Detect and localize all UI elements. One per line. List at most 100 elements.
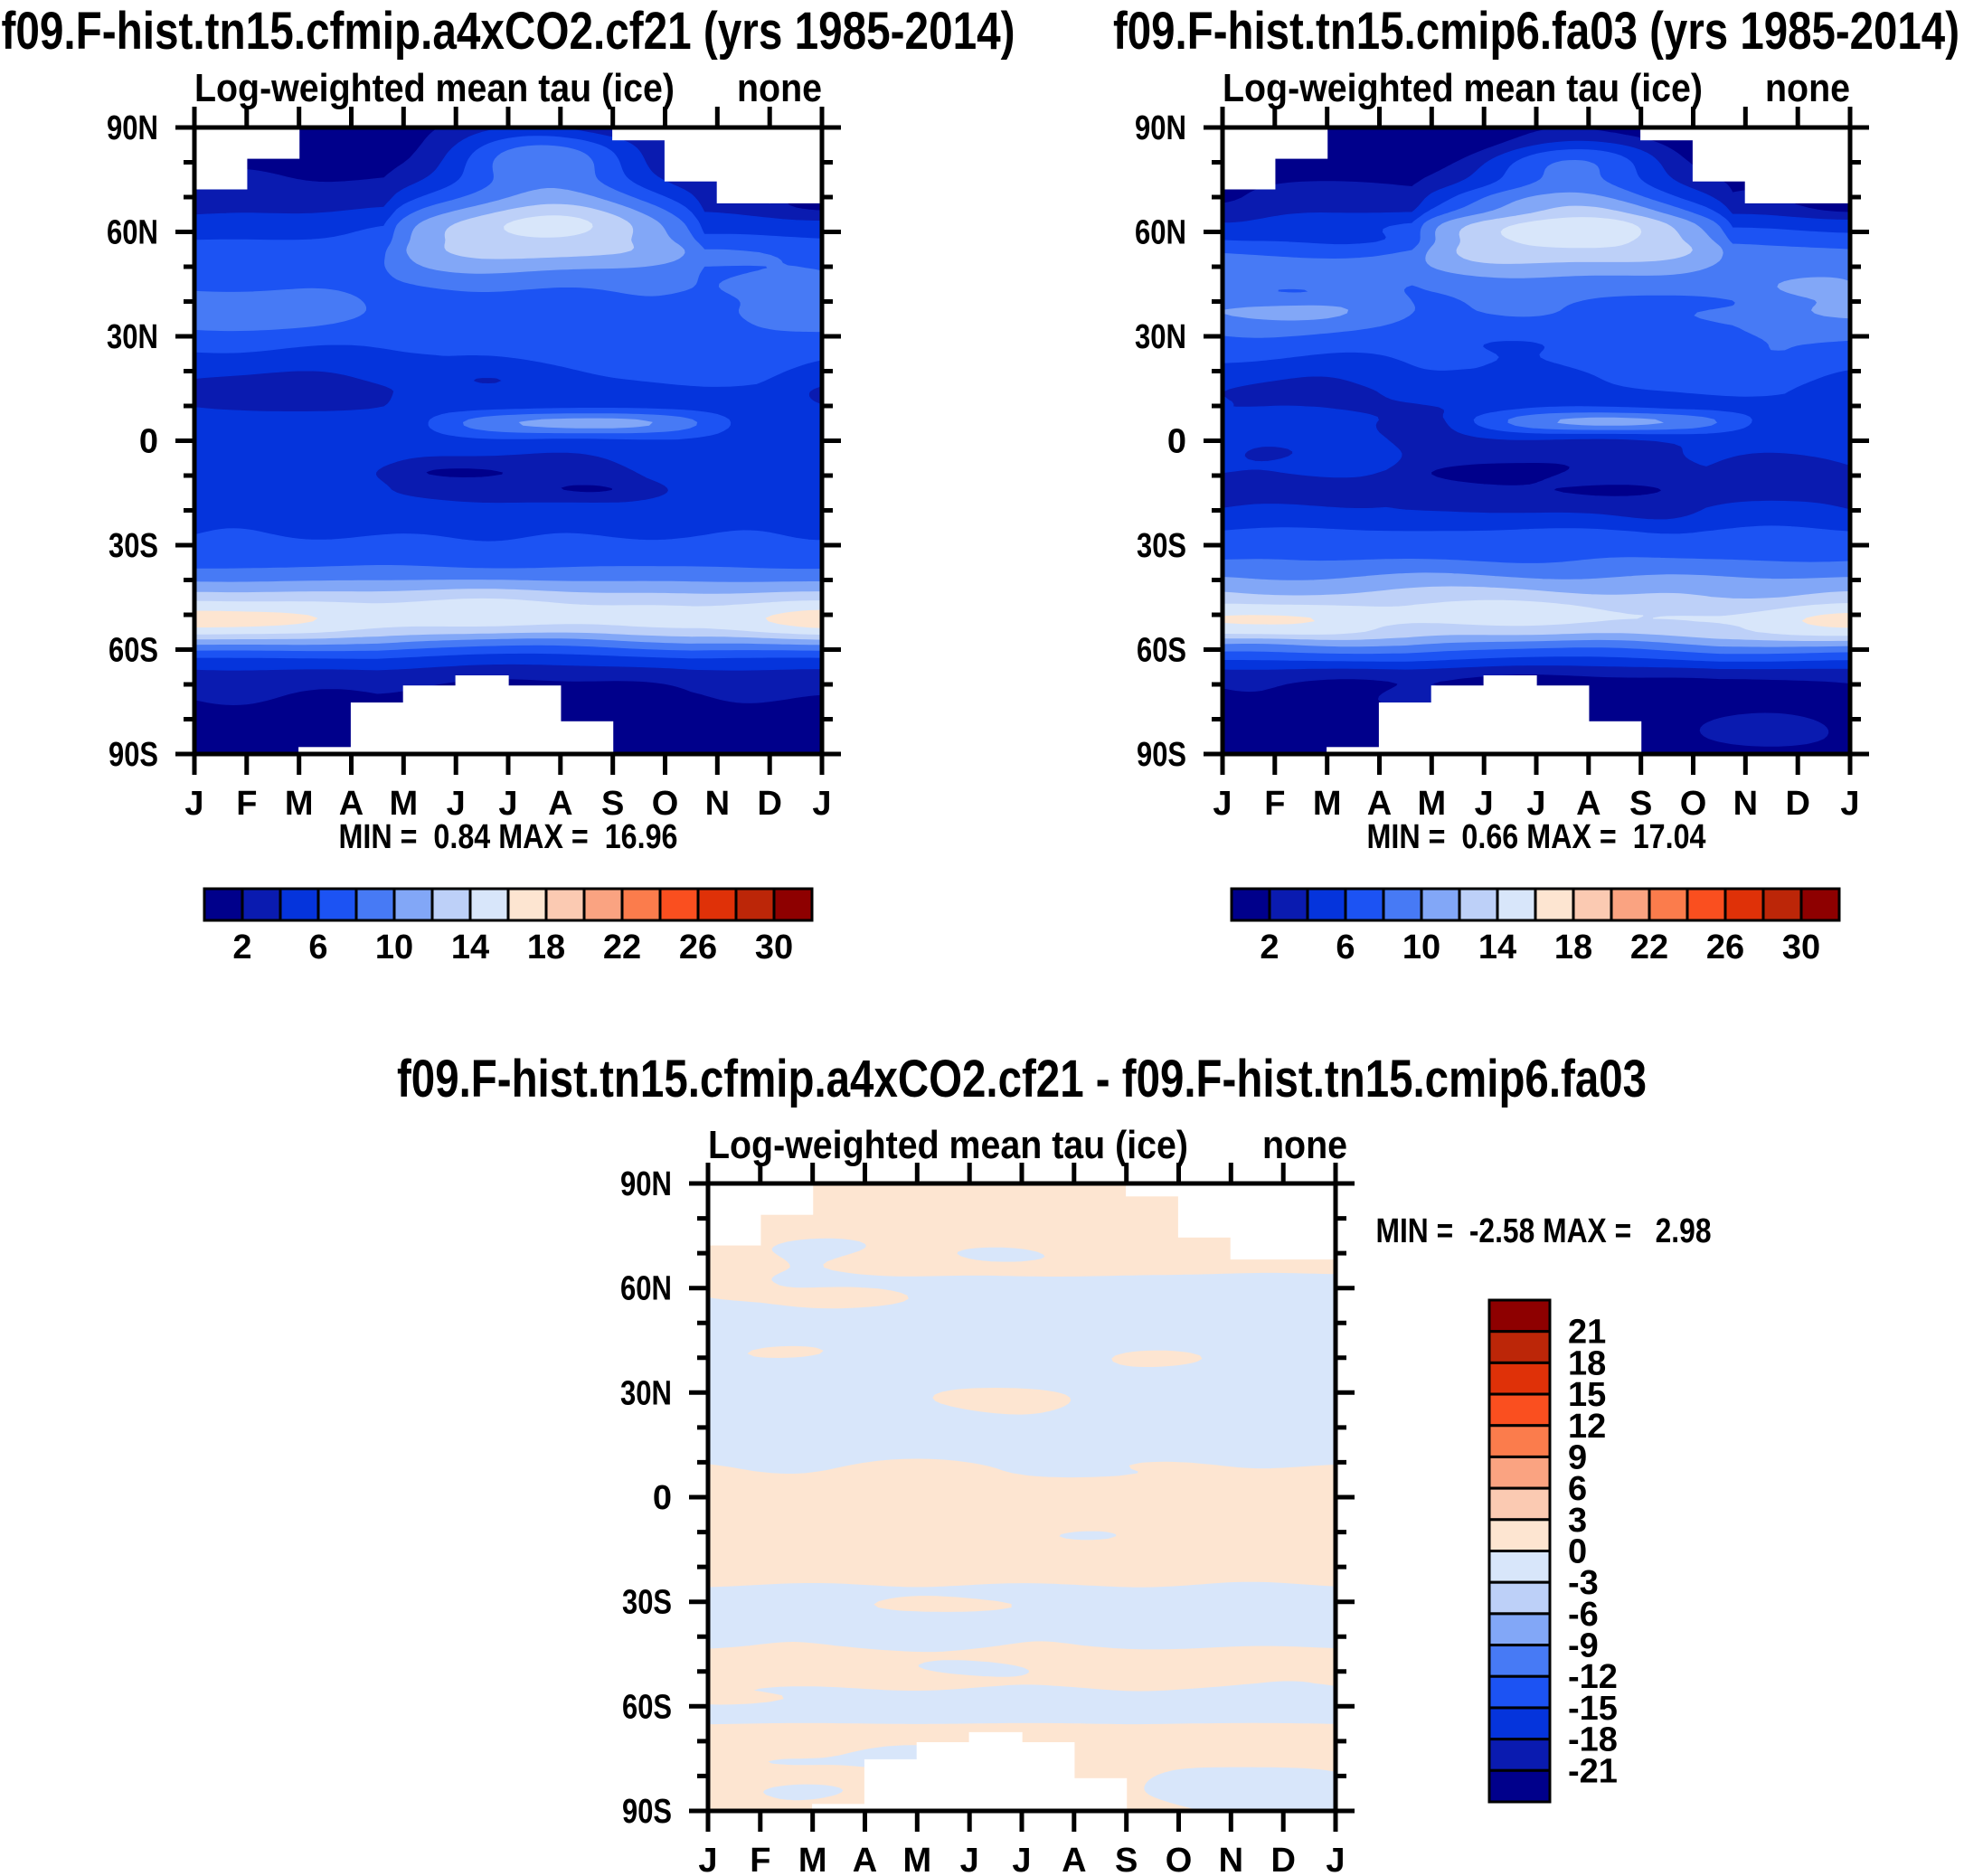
svg-text:-3: -3 bbox=[1568, 1564, 1599, 1602]
svg-text:30S: 30S bbox=[622, 1584, 672, 1622]
svg-text:6: 6 bbox=[1336, 929, 1355, 966]
svg-text:-9: -9 bbox=[1568, 1627, 1599, 1665]
svg-text:S: S bbox=[1629, 785, 1652, 823]
svg-text:18: 18 bbox=[1568, 1344, 1606, 1382]
svg-text:-12: -12 bbox=[1568, 1658, 1618, 1696]
svg-text:30N: 30N bbox=[620, 1374, 672, 1412]
svg-text:J: J bbox=[960, 1842, 979, 1876]
svg-text:A: A bbox=[1062, 1842, 1086, 1876]
svg-text:30S: 30S bbox=[1137, 527, 1186, 565]
svg-text:none: none bbox=[737, 66, 822, 110]
svg-text:D: D bbox=[1785, 785, 1809, 823]
svg-text:22: 22 bbox=[1630, 929, 1668, 966]
svg-text:N: N bbox=[1219, 1842, 1243, 1876]
svg-text:f09.F-hist.tn15.cfmip.a4xCO2.c: f09.F-hist.tn15.cfmip.a4xCO2.cf21 - f09.… bbox=[397, 1050, 1647, 1108]
svg-text:D: D bbox=[1270, 1842, 1295, 1876]
svg-text:S: S bbox=[1115, 1842, 1138, 1876]
svg-text:M: M bbox=[389, 785, 418, 823]
svg-text:M: M bbox=[1417, 785, 1446, 823]
svg-text:Log-weighted mean tau (ice): Log-weighted mean tau (ice) bbox=[1223, 66, 1703, 110]
svg-text:O: O bbox=[1680, 785, 1707, 823]
svg-text:60S: 60S bbox=[1137, 632, 1186, 670]
svg-text:60N: 60N bbox=[107, 214, 158, 252]
svg-text:none: none bbox=[1262, 1123, 1347, 1167]
svg-text:0: 0 bbox=[1167, 423, 1186, 461]
svg-text:M: M bbox=[798, 1842, 827, 1876]
svg-text:J: J bbox=[1012, 1842, 1031, 1876]
svg-text:N: N bbox=[1733, 785, 1758, 823]
svg-text:J: J bbox=[447, 785, 466, 823]
svg-text:F: F bbox=[1264, 785, 1285, 823]
svg-text:S: S bbox=[601, 785, 624, 823]
svg-text:26: 26 bbox=[1706, 929, 1744, 966]
svg-text:90S: 90S bbox=[1137, 736, 1186, 774]
svg-text:J: J bbox=[1840, 785, 1859, 823]
svg-text:30N: 30N bbox=[1135, 318, 1186, 356]
svg-text:J: J bbox=[498, 785, 517, 823]
svg-text:15: 15 bbox=[1568, 1376, 1606, 1414]
svg-text:30S: 30S bbox=[109, 527, 158, 565]
svg-text:60S: 60S bbox=[622, 1688, 672, 1726]
svg-text:MIN = -2.58 MAX = 2.98: MIN = -2.58 MAX = 2.98 bbox=[1376, 1212, 1712, 1250]
svg-text:-6: -6 bbox=[1568, 1596, 1599, 1634]
svg-text:A: A bbox=[1367, 785, 1392, 823]
svg-text:A: A bbox=[339, 785, 364, 823]
svg-text:J: J bbox=[1213, 785, 1232, 823]
svg-text:3: 3 bbox=[1568, 1502, 1587, 1540]
svg-text:12: 12 bbox=[1568, 1408, 1606, 1446]
svg-text:J: J bbox=[184, 785, 203, 823]
svg-text:26: 26 bbox=[679, 929, 717, 966]
svg-text:6: 6 bbox=[308, 929, 327, 966]
svg-text:O: O bbox=[652, 785, 679, 823]
svg-text:-21: -21 bbox=[1568, 1752, 1618, 1790]
svg-text:A: A bbox=[548, 785, 572, 823]
svg-text:60N: 60N bbox=[620, 1270, 672, 1308]
svg-text:90N: 90N bbox=[107, 109, 158, 147]
svg-text:A: A bbox=[853, 1842, 877, 1876]
svg-text:-15: -15 bbox=[1568, 1690, 1618, 1728]
svg-text:30N: 30N bbox=[107, 318, 158, 356]
svg-text:90N: 90N bbox=[620, 1165, 672, 1203]
svg-text:0: 0 bbox=[139, 423, 158, 461]
svg-text:F: F bbox=[236, 785, 257, 823]
svg-text:J: J bbox=[698, 1842, 717, 1876]
svg-text:J: J bbox=[812, 785, 831, 823]
svg-text:10: 10 bbox=[375, 929, 413, 966]
svg-text:60N: 60N bbox=[1135, 214, 1186, 252]
svg-text:2: 2 bbox=[232, 929, 251, 966]
svg-text:J: J bbox=[1475, 785, 1494, 823]
svg-text:2: 2 bbox=[1260, 929, 1279, 966]
svg-text:90N: 90N bbox=[1135, 109, 1186, 147]
svg-text:10: 10 bbox=[1402, 929, 1440, 966]
svg-text:14: 14 bbox=[451, 929, 489, 966]
svg-text:N: N bbox=[705, 785, 730, 823]
svg-text:f09.F-hist.tn15.cmip6.fa03 (yr: f09.F-hist.tn15.cmip6.fa03 (yrs 1985-201… bbox=[1113, 2, 1959, 61]
svg-text:18: 18 bbox=[527, 929, 565, 966]
svg-text:90S: 90S bbox=[622, 1793, 672, 1831]
svg-text:MIN = 0.84 MAX = 16.96: MIN = 0.84 MAX = 16.96 bbox=[339, 818, 678, 856]
svg-text:Log-weighted mean tau (ice): Log-weighted mean tau (ice) bbox=[708, 1123, 1188, 1167]
svg-text:J: J bbox=[1326, 1842, 1345, 1876]
svg-text:14: 14 bbox=[1478, 929, 1516, 966]
svg-text:9: 9 bbox=[1568, 1438, 1587, 1476]
svg-text:D: D bbox=[757, 785, 781, 823]
svg-text:18: 18 bbox=[1554, 929, 1592, 966]
svg-text:M: M bbox=[285, 785, 314, 823]
svg-text:30: 30 bbox=[755, 929, 793, 966]
svg-text:MIN = 0.66 MAX = 17.04: MIN = 0.66 MAX = 17.04 bbox=[1367, 818, 1706, 856]
svg-text:Log-weighted mean tau (ice): Log-weighted mean tau (ice) bbox=[194, 66, 675, 110]
svg-text:30: 30 bbox=[1782, 929, 1820, 966]
svg-text:M: M bbox=[1313, 785, 1342, 823]
svg-text:M: M bbox=[902, 1842, 931, 1876]
svg-text:A: A bbox=[1576, 785, 1600, 823]
svg-text:21: 21 bbox=[1568, 1314, 1606, 1352]
svg-text:-18: -18 bbox=[1568, 1721, 1618, 1759]
svg-text:22: 22 bbox=[603, 929, 641, 966]
svg-text:0: 0 bbox=[653, 1479, 672, 1517]
svg-text:O: O bbox=[1166, 1842, 1193, 1876]
svg-text:6: 6 bbox=[1568, 1470, 1587, 1508]
svg-text:0: 0 bbox=[1568, 1533, 1587, 1571]
svg-text:none: none bbox=[1765, 66, 1850, 110]
svg-text:90S: 90S bbox=[109, 736, 158, 774]
svg-text:J: J bbox=[1526, 785, 1545, 823]
